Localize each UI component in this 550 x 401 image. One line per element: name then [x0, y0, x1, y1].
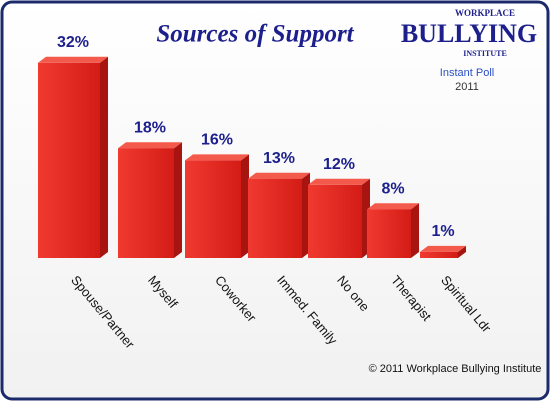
bar-side [241, 154, 249, 258]
bar-top [38, 56, 108, 63]
logo-bottom: INSTITUTE [463, 49, 507, 58]
value-label: 8% [381, 180, 404, 197]
value-label: 12% [323, 156, 355, 173]
bar-top [185, 154, 249, 161]
bar [308, 184, 362, 258]
bar-top [248, 172, 310, 179]
value-label: 16% [201, 132, 233, 149]
bar [367, 209, 411, 258]
bar-top [367, 203, 419, 210]
bar-side [100, 56, 108, 258]
logo-main: BULLYING [401, 19, 537, 48]
value-label: 18% [134, 119, 166, 136]
bar-top [308, 178, 370, 185]
logo-top: WORKPLACE [455, 8, 515, 18]
bar [420, 251, 458, 258]
bar-top [118, 142, 182, 149]
bar-top [420, 245, 466, 252]
year: 2011 [455, 81, 479, 93]
subtitle: Instant Poll [440, 67, 494, 79]
value-label: 32% [57, 34, 89, 51]
bar [185, 160, 241, 258]
bar [38, 62, 100, 258]
value-label: 1% [431, 223, 454, 240]
bar-side [174, 142, 182, 258]
bar-side [411, 203, 419, 258]
bar-side [458, 245, 466, 258]
footer: © 2011 Workplace Bullying Institute [369, 363, 542, 375]
bar [248, 178, 302, 258]
value-label: 13% [263, 150, 295, 167]
chart-title: Sources of Support [156, 21, 354, 48]
bar [118, 148, 174, 258]
